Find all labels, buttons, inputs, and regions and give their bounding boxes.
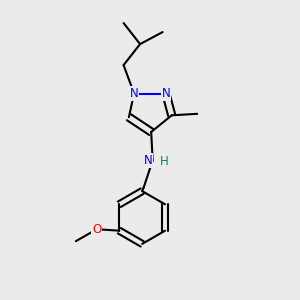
Text: O: O (92, 223, 101, 236)
Text: N: N (144, 154, 153, 167)
Text: N: N (161, 87, 170, 100)
Text: N: N (130, 87, 139, 100)
Text: H: H (160, 155, 169, 169)
